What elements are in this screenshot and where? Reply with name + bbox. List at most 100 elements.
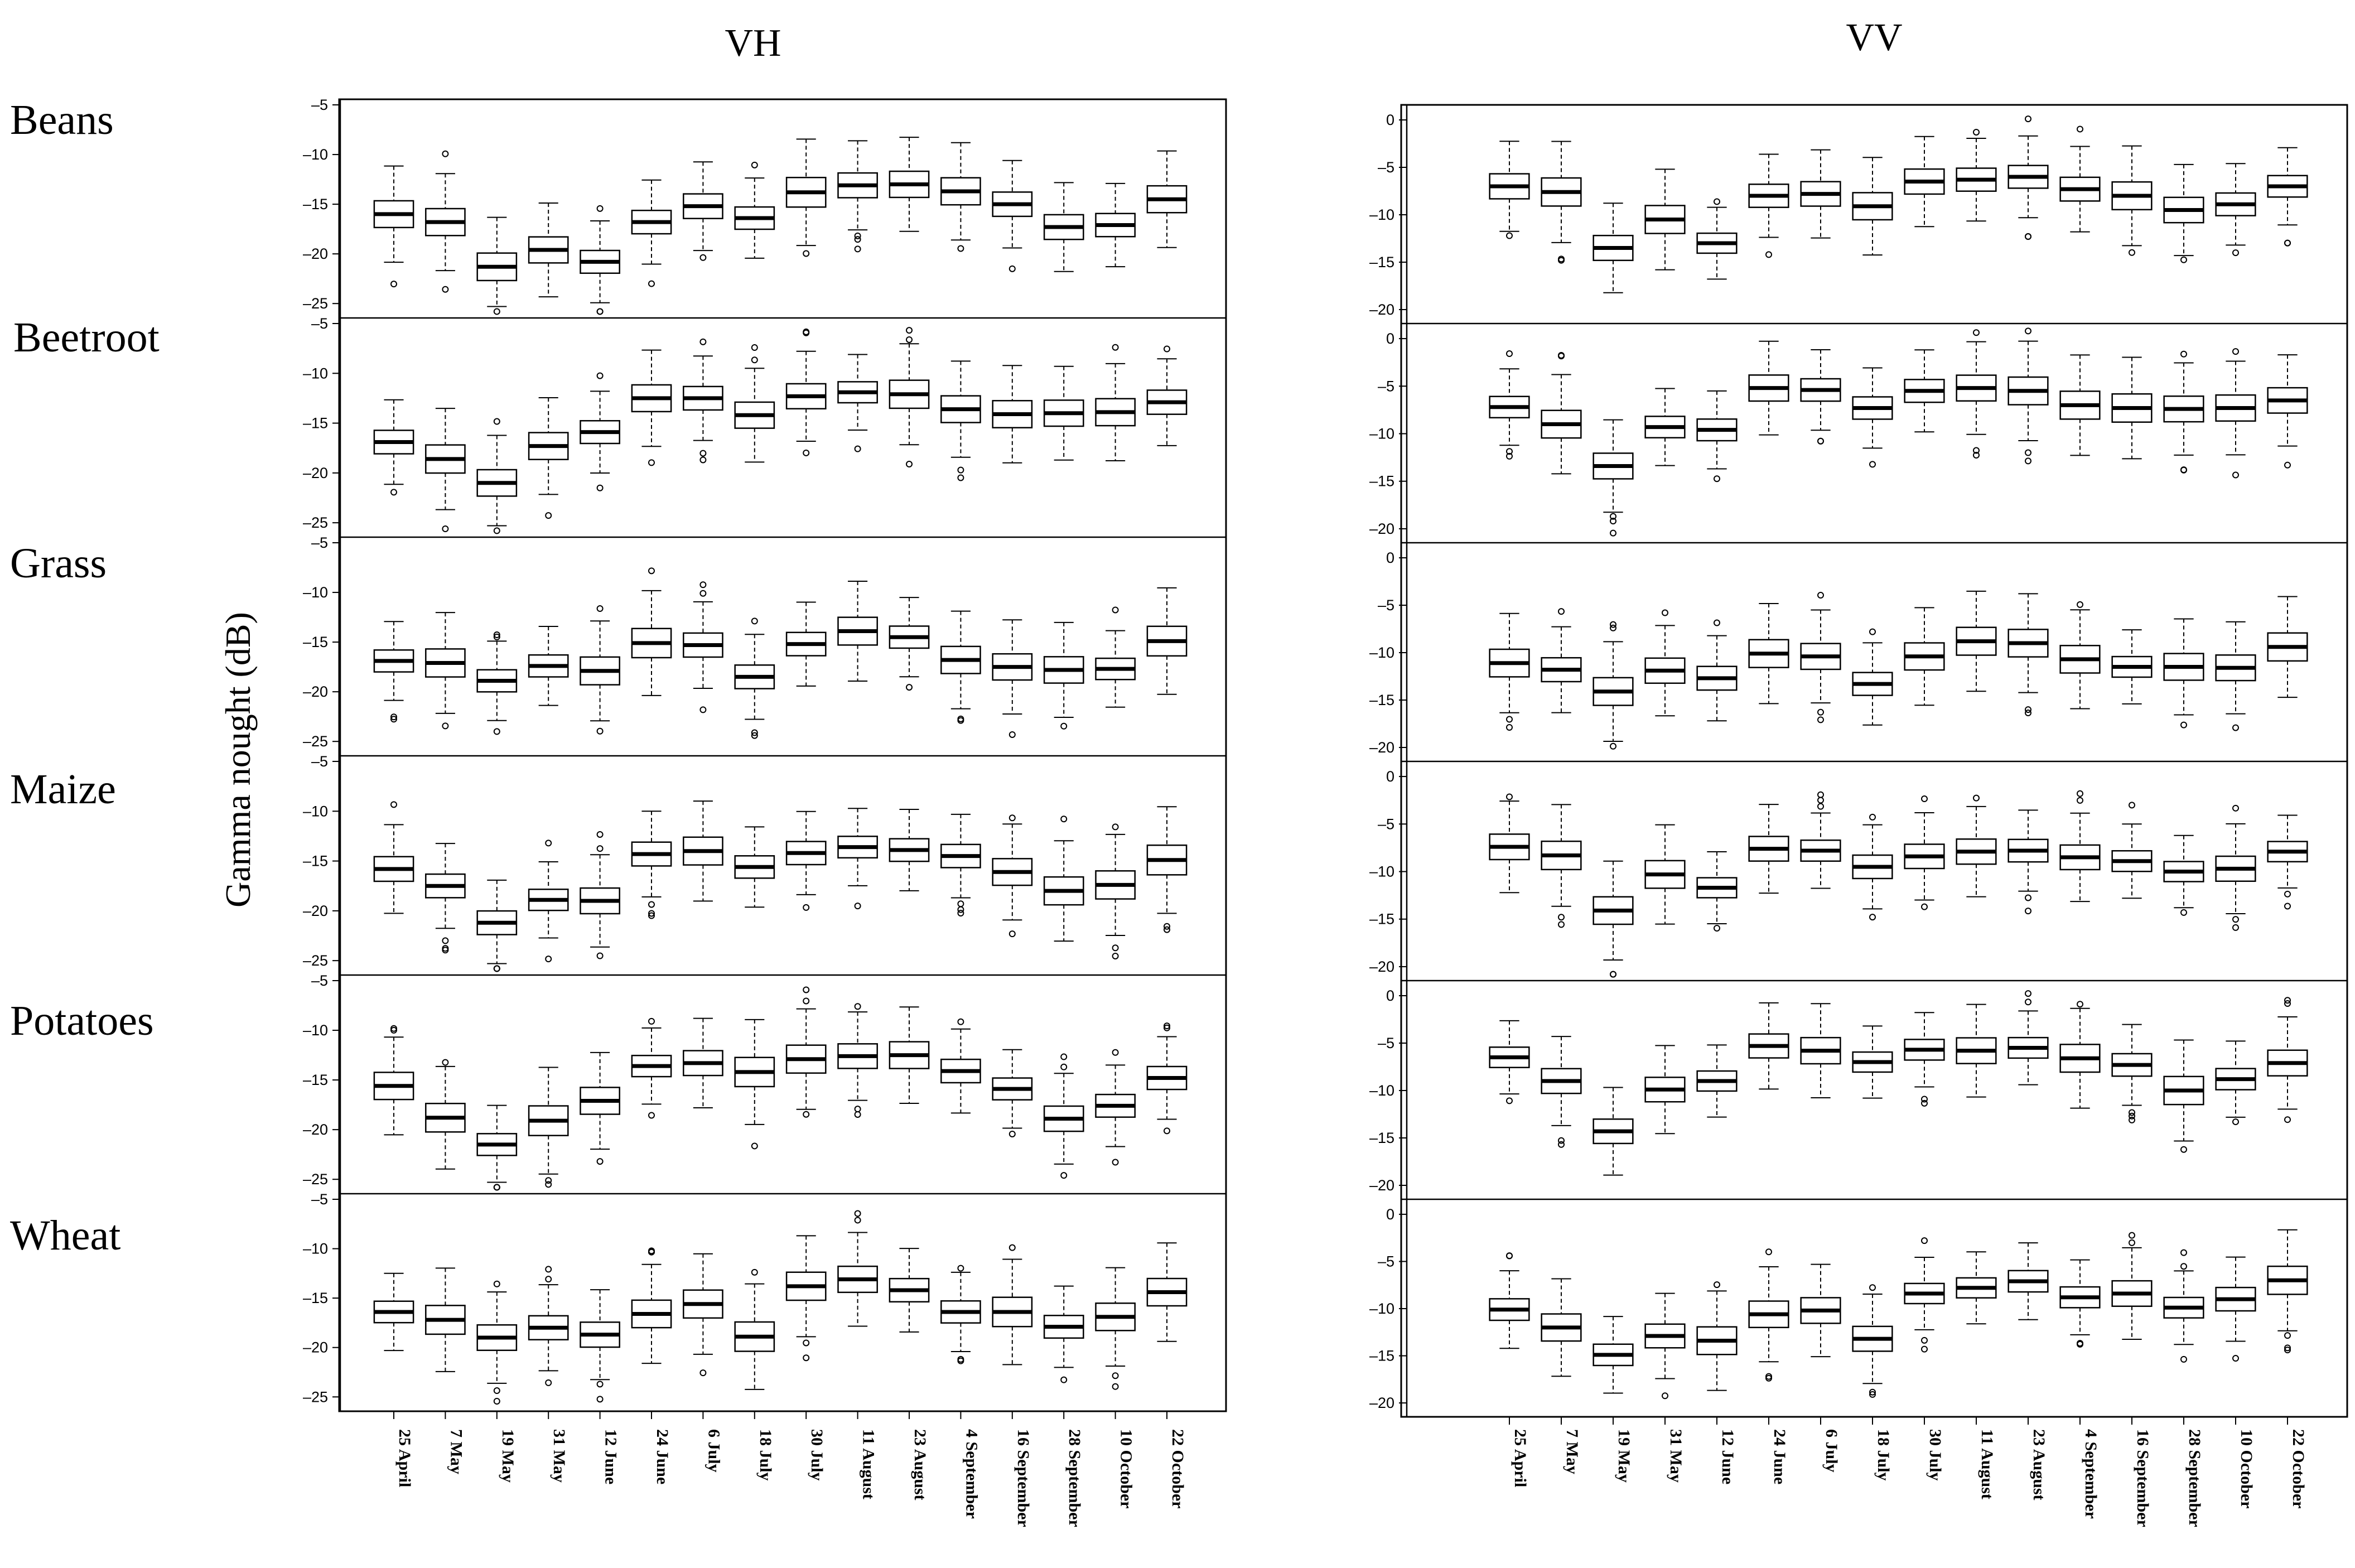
outlier-point <box>2025 115 2031 123</box>
box-vh-wheat-2 <box>476 1280 518 1405</box>
vh-date-label: 31 May <box>550 1429 568 1483</box>
vh-y-tick-label: –15 <box>303 1072 328 1088</box>
box-vv-maize-6 <box>1800 791 1841 889</box>
outlier-point <box>2180 1146 2187 1153</box>
outlier-point <box>493 1184 500 1191</box>
outlier-point <box>2025 990 2031 997</box>
box-vv-beans-10 <box>2007 115 2049 240</box>
outlier-point <box>1060 1376 1068 1383</box>
box-vh-beetroot-8 <box>785 328 827 456</box>
outlier-point <box>803 1354 810 1362</box>
outlier-point <box>493 1387 500 1395</box>
outlier-point <box>1662 609 1668 616</box>
vh-date-label: 22 October <box>1169 1429 1187 1508</box>
vh-y-tick-label: –25 <box>303 514 328 531</box>
box-vh-wheat-7 <box>734 1268 775 1390</box>
vh-y-tick-label: –20 <box>303 903 328 919</box>
outlier-point <box>596 605 604 612</box>
box-vv-grass-8 <box>1904 607 1945 706</box>
polarization-title-vh: VH <box>725 22 781 65</box>
outlier-point <box>390 713 397 721</box>
box-vv-beans-11 <box>2059 126 2101 233</box>
outlier-point <box>1869 1391 1876 1398</box>
vh-y-tick-label: –15 <box>303 634 328 650</box>
box-vv-maize-13 <box>2163 834 2204 916</box>
outlier-point <box>1164 1022 1170 1030</box>
box-vv-wheat-5 <box>1748 1248 1789 1382</box>
outlier-point <box>596 1396 604 1403</box>
outlier-point <box>1714 198 1720 205</box>
crop-label-beans: Beans <box>10 97 114 143</box>
outlier-point <box>2284 1332 2291 1339</box>
box-vv-beetroot-8 <box>1904 349 1945 433</box>
outlier-point <box>1817 592 1824 599</box>
outlier-point <box>906 327 913 334</box>
outlier-point <box>2284 1000 2291 1007</box>
outlier-point <box>1008 930 1016 938</box>
box-vh-beetroot-4 <box>580 372 620 491</box>
outlier-point <box>1008 1130 1016 1137</box>
vh-date-label: 10 October <box>1117 1429 1136 1508</box>
outlier-point <box>854 445 861 452</box>
outlier-point <box>596 831 604 838</box>
box-vv-wheat-11 <box>2059 1259 2101 1348</box>
box-vh-wheat-13 <box>1043 1285 1084 1383</box>
box-vv-potatoes-11 <box>2059 1001 2101 1109</box>
vh-y-tick-label: –20 <box>303 1339 328 1356</box>
box-vh-grass-8 <box>785 601 827 687</box>
box-vh-beans-3 <box>528 202 569 298</box>
vh-y-tick-label: –25 <box>303 1388 328 1405</box>
outlier-point <box>803 1339 810 1347</box>
vv-date-label: 10 October <box>2237 1429 2256 1508</box>
box-vh-maize-3 <box>528 840 569 963</box>
outlier-point <box>2232 916 2239 923</box>
box-vh-beans-10 <box>889 137 930 232</box>
outlier-point <box>442 945 449 952</box>
box-vh-wheat-6 <box>683 1253 723 1377</box>
outlier-point <box>1112 1383 1119 1390</box>
box-vh-beetroot-7 <box>734 344 775 463</box>
outlier-point <box>1765 1374 1772 1382</box>
outlier-point <box>1506 232 1513 239</box>
box-vv-grass-14 <box>2215 621 2256 731</box>
box-vh-potatoes-9 <box>837 1003 878 1118</box>
box-vv-beetroot-14 <box>2215 348 2256 479</box>
box-vv-maize-15 <box>2267 814 2308 910</box>
box-vh-grass-5 <box>631 567 672 696</box>
box-vh-wheat-5 <box>631 1247 672 1364</box>
vh-y-tick-label: –10 <box>303 1241 328 1257</box>
box-vh-maize-4 <box>580 831 620 959</box>
outlier-point <box>596 205 604 212</box>
box-vh-wheat-3 <box>528 1266 569 1386</box>
box-vh-wheat-0 <box>373 1272 414 1352</box>
outlier-point <box>1973 447 1980 454</box>
outlier-point <box>1921 1096 1928 1103</box>
vh-y-tick-label: –15 <box>303 196 328 213</box>
box-vv-wheat-10 <box>2007 1242 2049 1320</box>
outlier-point <box>854 1106 861 1113</box>
box-vv-maize-1 <box>1541 804 1582 928</box>
outlier-point <box>751 344 758 351</box>
vv-y-tick-label: –15 <box>1369 254 1394 271</box>
vv-date-label: 31 May <box>1667 1429 1685 1483</box>
outlier-point <box>1973 329 1980 336</box>
vh-date-label: 4 September <box>962 1429 981 1519</box>
box-vh-grass-14 <box>1095 606 1136 708</box>
outlier-point <box>906 461 913 468</box>
vv-y-tick-label: 0 <box>1386 330 1394 347</box>
vv-y-tick-label: –15 <box>1369 1130 1394 1146</box>
box-vh-maize-6 <box>683 800 723 902</box>
vv-y-tick-label: –10 <box>1369 206 1394 223</box>
box-vh-potatoes-6 <box>683 1017 723 1108</box>
outlier-point <box>2025 908 2031 915</box>
outlier-point <box>1164 926 1170 933</box>
box-vv-beans-6 <box>1800 149 1841 239</box>
outlier-point <box>1973 794 1980 802</box>
outlier-point <box>2232 249 2239 257</box>
outlier-point <box>699 456 707 464</box>
box-vv-potatoes-6 <box>1800 1003 1841 1099</box>
box-vv-potatoes-14 <box>2215 1040 2256 1126</box>
outlier-point <box>957 900 964 908</box>
outlier-point <box>1817 791 1824 798</box>
